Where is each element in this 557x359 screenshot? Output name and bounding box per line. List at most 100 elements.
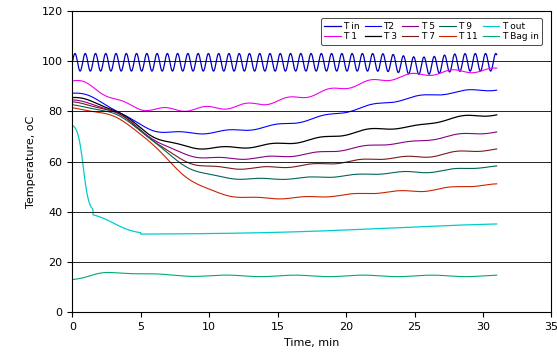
- T 1: [491, 66, 497, 70]
- T2: [250, 128, 257, 132]
- Line: T 5: T 5: [72, 100, 497, 159]
- T Bag in: [250, 274, 257, 279]
- T 11: [69, 106, 76, 110]
- T Bag in: [118, 271, 124, 275]
- T out: [143, 232, 149, 236]
- T 1: [485, 66, 492, 71]
- T Bag in: [105, 270, 111, 275]
- T 5: [143, 132, 149, 137]
- T 3: [439, 119, 446, 123]
- T Bag in: [69, 278, 76, 282]
- T 3: [118, 111, 124, 116]
- T 7: [237, 167, 244, 171]
- T 9: [494, 164, 500, 168]
- T in: [485, 63, 492, 67]
- T 9: [143, 133, 149, 137]
- T 1: [143, 108, 149, 113]
- T 1: [69, 79, 76, 83]
- T 9: [250, 176, 257, 181]
- T 7: [232, 167, 238, 171]
- X-axis label: Time, min: Time, min: [284, 337, 340, 348]
- T 1: [250, 101, 257, 106]
- T out: [250, 231, 257, 235]
- T 3: [143, 130, 149, 135]
- T 11: [250, 195, 257, 199]
- T 11: [143, 136, 149, 141]
- T 1: [182, 109, 188, 113]
- Line: T in: T in: [72, 53, 497, 74]
- T in: [69, 60, 76, 65]
- Line: T2: T2: [72, 90, 497, 134]
- T 9: [232, 177, 238, 181]
- T in: [144, 51, 150, 56]
- T 1: [118, 98, 124, 103]
- T out: [232, 231, 238, 236]
- T2: [468, 88, 475, 92]
- T 1: [439, 70, 446, 74]
- T2: [199, 132, 206, 136]
- Y-axis label: Temperature, oC: Temperature, oC: [26, 116, 36, 208]
- Line: T 1: T 1: [72, 68, 497, 111]
- T in: [250, 67, 257, 72]
- T 3: [199, 147, 206, 151]
- T 5: [439, 136, 446, 140]
- T2: [232, 127, 238, 132]
- T 3: [494, 113, 500, 117]
- T out: [494, 222, 500, 226]
- T 3: [69, 95, 76, 100]
- T out: [485, 222, 492, 226]
- T2: [439, 93, 446, 97]
- T Bag in: [439, 273, 446, 278]
- T 11: [494, 182, 500, 186]
- T Bag in: [494, 273, 500, 278]
- T 11: [232, 195, 238, 199]
- Line: T 7: T 7: [72, 102, 497, 169]
- T out: [118, 225, 124, 229]
- T out: [138, 232, 144, 236]
- T 11: [276, 197, 283, 201]
- T 3: [232, 145, 239, 149]
- T 3: [485, 114, 492, 118]
- Line: T 9: T 9: [72, 105, 497, 180]
- T 3: [251, 145, 257, 149]
- T 7: [69, 100, 76, 104]
- T 3: [71, 95, 78, 100]
- T2: [143, 125, 149, 130]
- T 1: [494, 66, 500, 70]
- Line: T Bag in: T Bag in: [72, 272, 497, 280]
- T 5: [69, 98, 76, 102]
- T2: [118, 111, 124, 115]
- T Bag in: [143, 272, 149, 276]
- T 7: [143, 133, 149, 137]
- T 7: [439, 152, 446, 157]
- Line: T 11: T 11: [72, 108, 497, 199]
- T 11: [485, 182, 492, 187]
- T 9: [69, 103, 76, 107]
- T Bag in: [485, 273, 492, 278]
- T in: [494, 52, 500, 57]
- T out: [69, 123, 76, 127]
- T 5: [250, 156, 257, 160]
- T2: [485, 89, 492, 93]
- T 7: [485, 148, 492, 153]
- T in: [439, 57, 446, 61]
- T 9: [439, 168, 446, 173]
- T2: [494, 88, 500, 92]
- T in: [416, 72, 422, 76]
- T2: [69, 91, 76, 95]
- T 7: [118, 113, 124, 117]
- T 9: [485, 165, 492, 169]
- T 5: [232, 157, 238, 161]
- T 7: [494, 147, 500, 151]
- T 5: [494, 130, 500, 134]
- T 11: [439, 186, 446, 190]
- T 5: [485, 131, 492, 135]
- T 1: [232, 104, 238, 109]
- T in: [143, 52, 149, 57]
- T 5: [240, 157, 246, 162]
- T 7: [250, 166, 257, 170]
- Legend: T in, T 1, T2, T 3, T 5, T 7, T 9, T 11, T out, T Bag in: T in, T 1, T2, T 3, T 5, T 7, T 9, T 11,…: [321, 18, 542, 45]
- Line: T 3: T 3: [72, 98, 497, 149]
- Line: T out: T out: [72, 125, 497, 234]
- T in: [232, 67, 238, 71]
